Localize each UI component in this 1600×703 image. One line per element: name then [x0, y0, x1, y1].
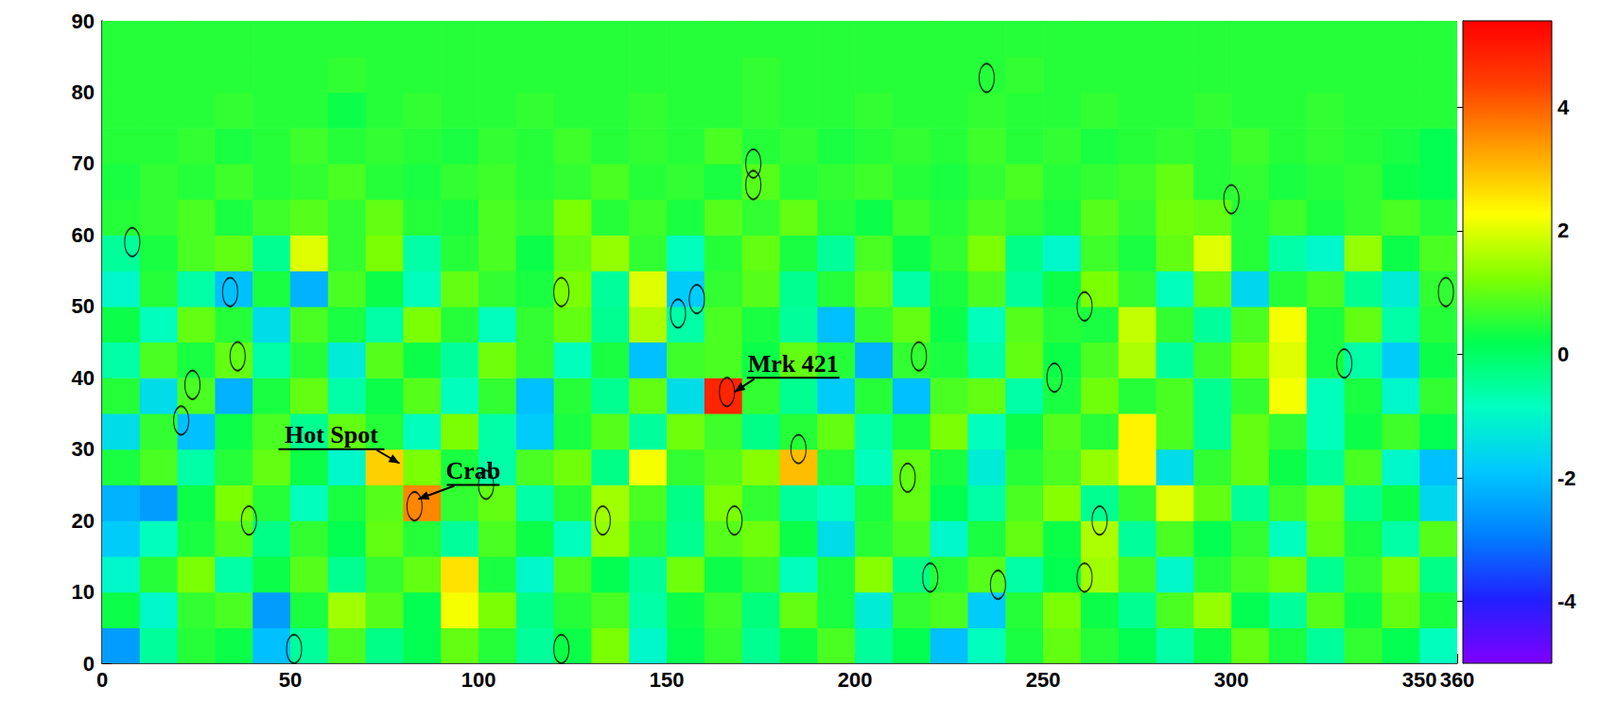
svg-text:360: 360 — [1440, 667, 1476, 692]
svg-text:Hot Spot: Hot Spot — [284, 420, 379, 449]
svg-text:350: 350 — [1402, 667, 1438, 692]
svg-text:-2: -2 — [1557, 466, 1577, 490]
svg-text:0: 0 — [96, 667, 108, 692]
svg-text:0: 0 — [1557, 342, 1569, 366]
svg-text:60: 60 — [71, 223, 95, 247]
svg-text:10: 10 — [71, 579, 95, 604]
svg-text:200: 200 — [837, 667, 873, 692]
svg-text:20: 20 — [71, 508, 95, 533]
svg-text:Mrk 421: Mrk 421 — [747, 349, 839, 378]
svg-text:30: 30 — [71, 436, 95, 461]
svg-text:300: 300 — [1214, 667, 1250, 692]
svg-text:250: 250 — [1026, 667, 1061, 692]
svg-text:50: 50 — [71, 294, 95, 318]
svg-text:150: 150 — [649, 667, 685, 692]
svg-text:50: 50 — [278, 667, 302, 692]
svg-text:40: 40 — [71, 365, 95, 390]
svg-text:100: 100 — [461, 667, 497, 692]
svg-text:0: 0 — [83, 651, 95, 676]
svg-text:90: 90 — [71, 9, 95, 34]
svg-text:70: 70 — [71, 151, 95, 175]
svg-text:Crab: Crab — [445, 456, 501, 485]
svg-text:2: 2 — [1557, 218, 1569, 243]
svg-text:4: 4 — [1557, 95, 1570, 120]
svg-text:80: 80 — [71, 80, 95, 105]
svg-text:-4: -4 — [1557, 589, 1577, 613]
